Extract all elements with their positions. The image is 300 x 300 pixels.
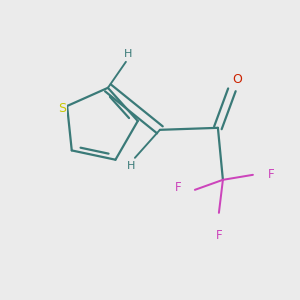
Text: H: H bbox=[124, 49, 132, 59]
Text: F: F bbox=[268, 168, 274, 181]
Text: S: S bbox=[58, 101, 66, 115]
Text: H: H bbox=[127, 161, 135, 171]
Text: F: F bbox=[175, 181, 181, 194]
Text: O: O bbox=[232, 73, 242, 86]
Text: F: F bbox=[216, 229, 222, 242]
